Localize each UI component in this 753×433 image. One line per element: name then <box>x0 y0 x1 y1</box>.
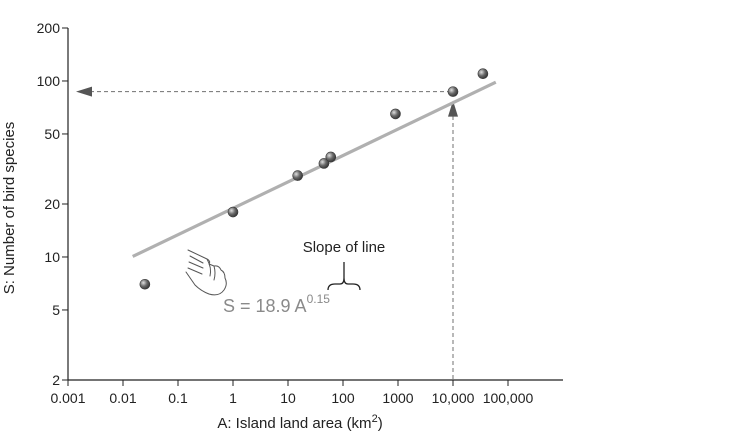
y-axis-title: S: Number of bird species <box>1 122 18 295</box>
x-tick-label: 0.01 <box>109 390 136 406</box>
data-point <box>325 151 337 163</box>
y-tick-label: 50 <box>44 126 60 142</box>
y-tick-label: 5 <box>52 302 60 318</box>
x-tick-label: 1 <box>229 390 237 406</box>
x-tick-label: 100 <box>331 390 355 406</box>
x-tick-label: 1000 <box>382 390 413 406</box>
x-tick-label: 0.1 <box>168 390 188 406</box>
axes: 0.001 0.01 0.1 1 10 100 1000 10,000 100,000 2 5 10 2… <box>1 20 563 432</box>
equation-base: S = 18.9 A <box>223 296 307 316</box>
data-point <box>477 68 489 79</box>
x-tick-label: 10,000 <box>432 390 475 406</box>
x-axis-title: A: Island land area (km2) <box>217 413 382 432</box>
equation-exponent: 0.15 <box>307 292 331 306</box>
data-point <box>447 86 459 97</box>
annotations: Slope of line S = 18.9 A0.15 <box>185 239 386 316</box>
y-tick-label: 10 <box>44 249 60 265</box>
fit-line <box>131 80 497 258</box>
x-tick-label: 100,000 <box>483 390 534 406</box>
x-axis-title-text: A: Island land area (km <box>217 415 371 432</box>
equation: S = 18.9 A0.15 <box>223 292 330 316</box>
fit-line-group <box>131 80 497 258</box>
y-tick-label: 20 <box>44 196 60 212</box>
y-tick-label: 100 <box>37 73 61 89</box>
vertical-guide-arrowhead <box>448 100 458 117</box>
x-tick-label: 0.001 <box>50 390 85 406</box>
x-axis-title-sup: 2 <box>372 413 378 425</box>
y-tick-label: 2 <box>52 372 60 388</box>
slope-annotation: Slope of line <box>303 239 386 256</box>
x-tick-label: 10 <box>280 390 296 406</box>
data-point <box>227 206 239 218</box>
data-point <box>390 108 401 120</box>
data-point <box>139 278 151 290</box>
pointing-hand-icon <box>185 249 227 296</box>
slope-brace <box>327 262 361 291</box>
readout-guides <box>76 86 458 379</box>
data-point <box>318 158 330 169</box>
y-tick-label: 200 <box>37 20 61 36</box>
x-axis-title-end: ) <box>378 415 383 432</box>
data-points <box>139 68 489 290</box>
data-point <box>292 170 303 181</box>
horizontal-guide-arrowhead <box>76 86 92 97</box>
